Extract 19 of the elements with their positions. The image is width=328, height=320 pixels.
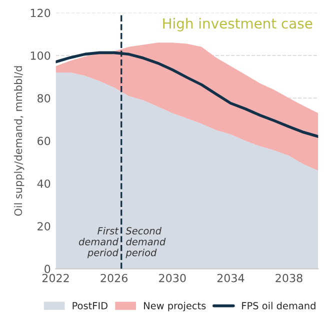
y-tick-label: 100 — [30, 51, 50, 60]
legend-label: PostFID — [72, 302, 108, 310]
x-tick-label: 2038 — [276, 274, 302, 282]
y-tick-label: 40 — [37, 179, 50, 188]
y-tick-label: 0 — [44, 264, 50, 274]
x-tick-label: 2030 — [159, 274, 186, 282]
y-axis-title: Oil supply/demand, mmbbl/d — [14, 66, 24, 216]
x-tick-label: 2022 — [42, 274, 69, 282]
y-tick-label: 20 — [38, 222, 50, 231]
x-tick-label: 2034 — [217, 274, 244, 282]
y-tick-label: 120 — [30, 8, 50, 18]
legend-label: FPS oil demand — [242, 302, 316, 310]
y-tick-label: 80 — [38, 94, 50, 103]
legend-label: New projects — [144, 302, 206, 312]
x-tick-label: 2026 — [100, 274, 128, 282]
chart-title: High investment case — [163, 18, 312, 32]
annotation: Second demand period — [126, 226, 166, 258]
annotation: First demand period — [78, 226, 119, 258]
y-tick-label: 60 — [38, 136, 50, 146]
